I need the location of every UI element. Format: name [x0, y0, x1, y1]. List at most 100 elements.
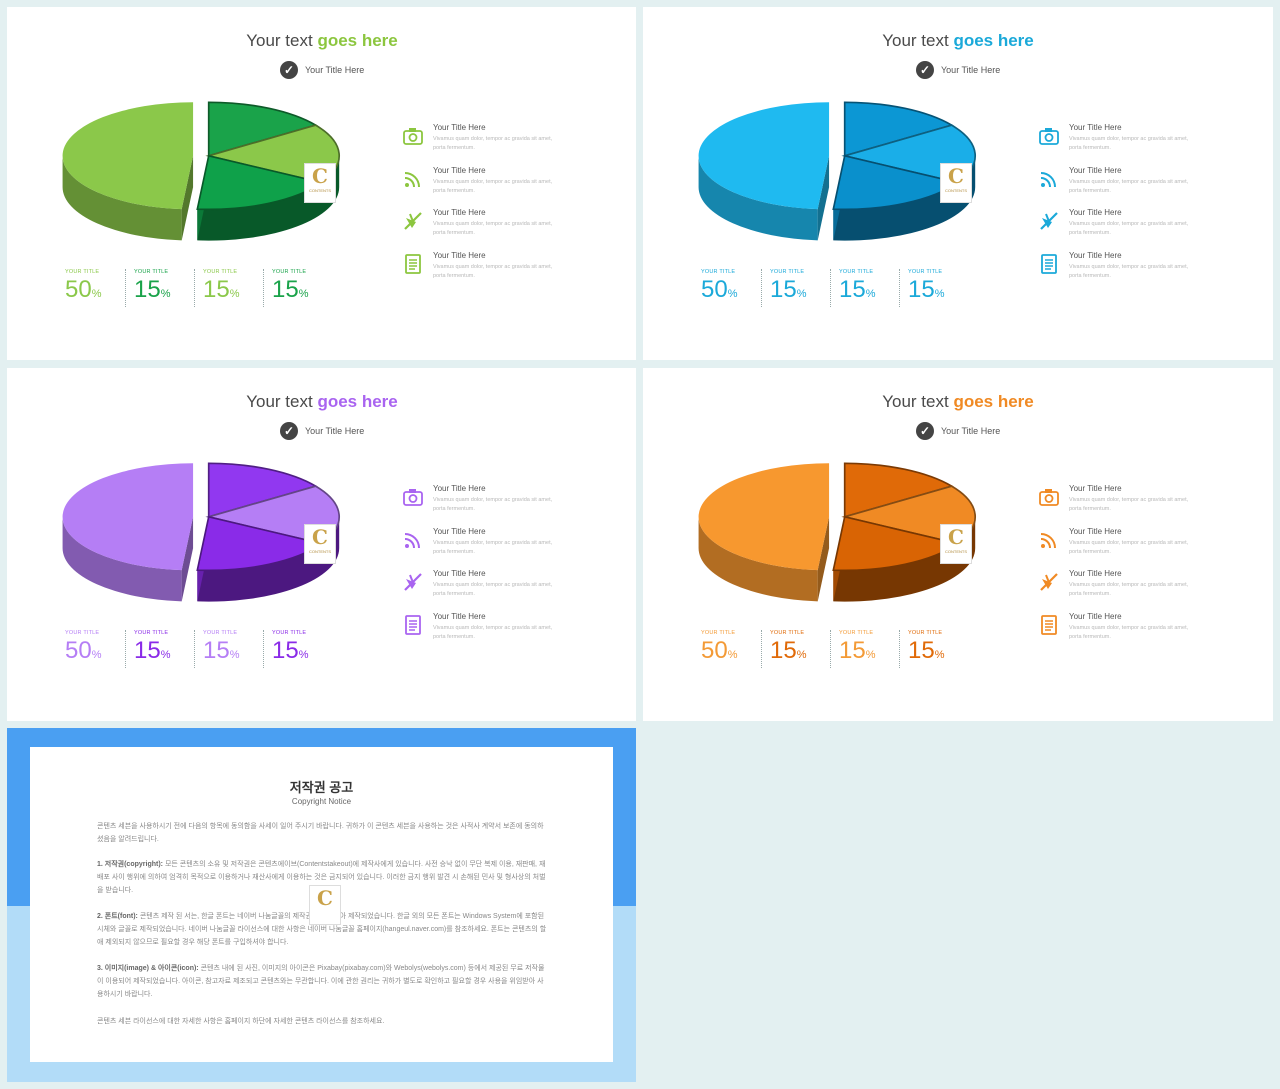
stat-label: YOUR TITLE	[770, 630, 805, 636]
feature-desc: Vivamus quam dolor, tempor ac gravida si…	[433, 624, 553, 640]
copyright-section-1: 1. 저작권(copyright): 모든 콘텐츠의 소유 및 저작권은 콘텐츠…	[97, 858, 549, 897]
stat-number: 15	[134, 276, 161, 303]
subtitle-text: Your Title Here	[305, 426, 365, 436]
plane-icon	[402, 571, 424, 593]
rss-icon	[1038, 529, 1060, 551]
feature-desc: Vivamus quam dolor, tempor ac gravida si…	[1069, 263, 1189, 279]
watermark-letter: C	[312, 525, 328, 549]
stat-item: YOUR TITLE 50%	[701, 630, 761, 668]
plane-icon	[402, 210, 424, 232]
title-prefix: Your text	[882, 392, 954, 411]
feature-desc: Vivamus quam dolor, tempor ac gravida si…	[433, 178, 553, 194]
watermark-text: CONTENTS	[309, 549, 331, 554]
stat-unit: %	[727, 649, 738, 661]
stat-unit: %	[91, 649, 102, 661]
feature-title: Your Title Here	[433, 165, 486, 175]
feature-desc: Vivamus quam dolor, tempor ac gravida si…	[1069, 136, 1189, 151]
stat-unit: %	[934, 649, 945, 661]
feature-title: Your Title Here	[433, 250, 486, 260]
stat-label: YOUR TITLE	[65, 269, 100, 275]
stats-row: YOUR TITLE 50% YOUR TITLE 15% YOUR TITLE…	[65, 269, 332, 307]
camera-icon	[402, 125, 424, 147]
document-icon	[402, 253, 424, 275]
stat-item: YOUR TITLE 50%	[65, 630, 125, 668]
watermark-letter: C	[317, 886, 333, 910]
stat-label: YOUR TITLE	[203, 630, 238, 636]
stat-value: 50%	[65, 638, 125, 668]
stat-unit: %	[934, 288, 945, 300]
feature-desc: Vivamus quam dolor, tempor ac gravida si…	[1069, 624, 1189, 640]
copyright-section-2-body: 콘텐츠 제작 된 서는, 한글 폰트는 네이버 나눔글꼴의 제작권을 조어리아 …	[97, 913, 547, 946]
stat-label: YOUR TITLE	[908, 630, 943, 636]
stat-number: 50	[65, 637, 92, 664]
camera-icon	[1038, 486, 1060, 508]
stat-number: 15	[272, 637, 299, 664]
copyright-section-1-head: 1. 저작권(copyright):	[97, 861, 163, 868]
stat-number: 15	[839, 276, 866, 303]
stat-value: 15%	[134, 277, 194, 307]
watermark-logo: C CONTENTS	[940, 163, 972, 203]
feature-title: Your Title Here	[1069, 165, 1122, 175]
stat-value: 15%	[908, 638, 968, 668]
stat-item: YOUR TITLE 15%	[263, 630, 332, 668]
slide-subtitle: ✓ Your Title Here	[916, 421, 1000, 441]
stat-unit: %	[160, 288, 171, 300]
stat-label: YOUR TITLE	[134, 269, 169, 275]
copyright-paper: 저작권 공고 Copyright Notice 콘텐츠 세븐을 사용하시기 전에…	[30, 747, 613, 1062]
stat-item: YOUR TITLE 15%	[899, 269, 968, 307]
plane-icon	[1038, 571, 1060, 593]
feature-title: Your Title Here	[433, 569, 486, 578]
stat-label: YOUR TITLE	[134, 630, 169, 636]
rss-icon	[1038, 168, 1060, 190]
stat-number: 15	[839, 637, 866, 664]
watermark-text: CONTENTS	[309, 188, 331, 193]
stat-item: YOUR TITLE 15%	[761, 630, 830, 668]
slide-1: Your text goes here ✓ Your Title Here C CO…	[7, 7, 636, 360]
stats-row: YOUR TITLE 50% YOUR TITLE 15% YOUR TITLE…	[65, 630, 332, 668]
stats-row: YOUR TITLE 50% YOUR TITLE 15% YOUR TITLE…	[701, 630, 968, 668]
feature-desc: Vivamus quam dolor, tempor ac gravida si…	[433, 582, 553, 597]
watermark-logo: C CONTENTS	[304, 163, 336, 203]
stat-item: YOUR TITLE 15%	[830, 630, 899, 668]
feature-desc: Vivamus quam dolor, tempor ac gravida si…	[1069, 221, 1189, 236]
feature-title: Your Title Here	[433, 526, 486, 536]
slide-4: Your text goes here ✓ Your Title Here C CO…	[643, 368, 1273, 721]
stat-item: YOUR TITLE 15%	[125, 269, 194, 307]
watermark-letter: C	[948, 164, 964, 188]
stat-number: 15	[908, 276, 935, 303]
title-highlight: goes here	[953, 31, 1034, 50]
title-highlight: goes here	[953, 392, 1034, 411]
camera-icon	[402, 486, 424, 508]
document-icon	[1038, 614, 1060, 636]
stat-unit: %	[91, 288, 102, 300]
feature-title: Your Title Here	[1069, 526, 1122, 536]
pie-chart-3d	[62, 101, 340, 241]
check-circle-icon: ✓	[916, 61, 934, 79]
title-prefix: Your text	[882, 31, 954, 50]
feature-title: Your Title Here	[433, 611, 486, 621]
copyright-title: 저작권 공고	[289, 780, 354, 795]
stat-item: YOUR TITLE 15%	[830, 269, 899, 307]
stat-label: YOUR TITLE	[839, 269, 874, 275]
feature-title: Your Title Here	[1069, 250, 1122, 260]
slide-title: Your text goes here	[7, 31, 636, 51]
stat-item: YOUR TITLE 15%	[194, 269, 263, 307]
copyright-section-3-body: 콘텐츠 내에 된 사진, 이미지의 아이콘은 Pixabay(pixabay.c…	[97, 965, 545, 998]
stat-label: YOUR TITLE	[272, 269, 307, 275]
copyright-section-2: 2. 폰트(font): 콘텐츠 제작 된 서는, 한글 폰트는 네이버 나눔글…	[97, 910, 549, 949]
check-circle-icon: ✓	[916, 422, 934, 440]
feature-title: Your Title Here	[433, 484, 486, 493]
subtitle-text: Your Title Here	[305, 65, 365, 75]
stat-value: 15%	[770, 638, 830, 668]
stat-unit: %	[865, 649, 876, 661]
stat-number: 15	[203, 276, 230, 303]
stat-unit: %	[796, 288, 807, 300]
watermark-letter: C	[948, 525, 964, 549]
stat-label: YOUR TITLE	[65, 630, 100, 636]
copyright-outro: 콘텐츠 세븐 라이선스에 대한 자세한 사항은 홈페이지 하단에 자세한 콘텐츠…	[97, 1018, 385, 1025]
stat-label: YOUR TITLE	[839, 630, 874, 636]
stat-item: YOUR TITLE 15%	[899, 630, 968, 668]
feature-desc: Vivamus quam dolor, tempor ac gravida si…	[1069, 178, 1189, 194]
subtitle-text: Your Title Here	[941, 426, 1001, 436]
copyright-section-3: 3. 이미지(image) & 아이콘(icon): 콘텐츠 내에 된 사진, …	[97, 962, 549, 1001]
